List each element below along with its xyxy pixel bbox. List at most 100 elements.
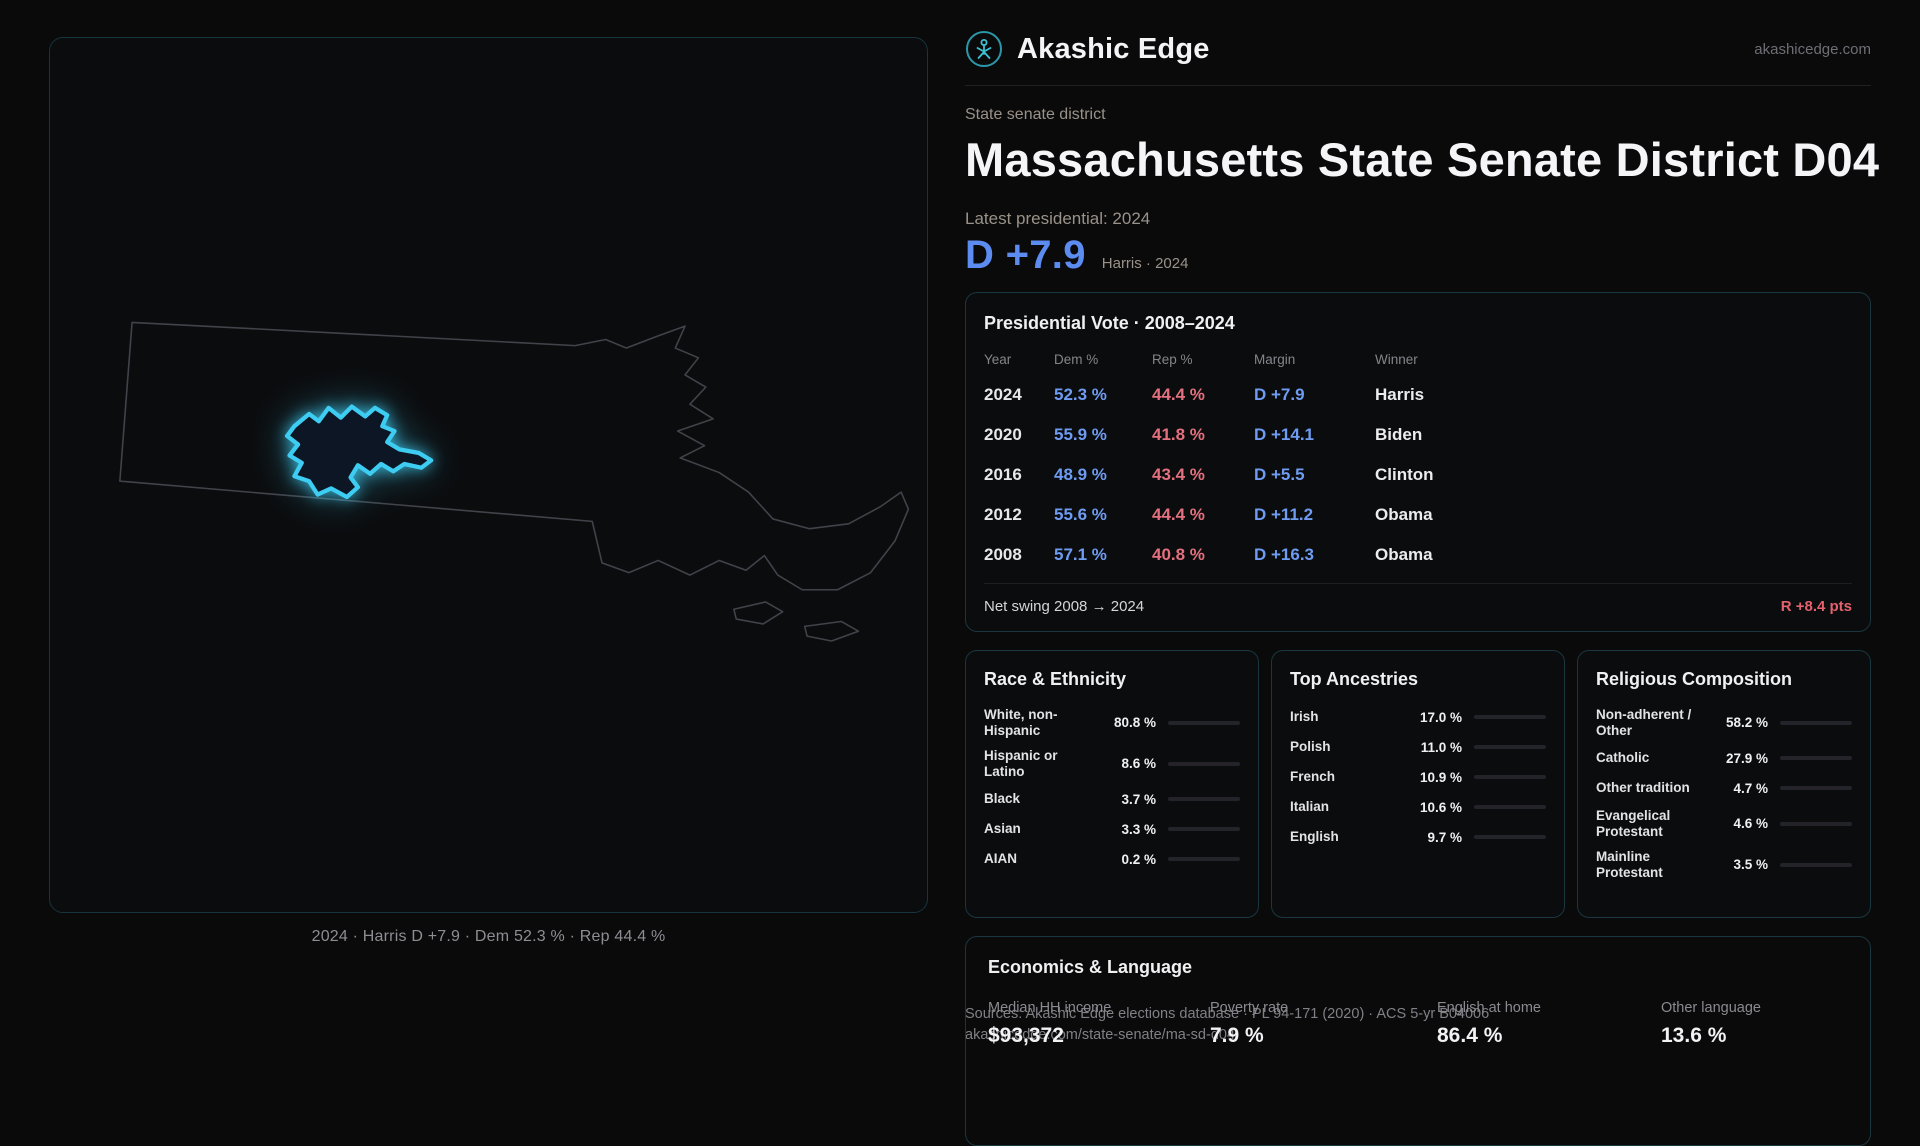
brand-domain-link[interactable]: akashicedge.com <box>1754 40 1871 58</box>
economics-language-card: Economics & Language Median HH income $9… <box>965 936 1871 1146</box>
detail-panel: Akashic Edge akashicedge.com State senat… <box>965 0 1880 1146</box>
item-bar <box>1474 715 1546 719</box>
item-label: White, non-Hispanic <box>984 707 1058 738</box>
item-bar <box>1780 821 1852 826</box>
list-item: White, non-Hispanic 80.8 % <box>984 702 1240 743</box>
item-bar <box>1780 756 1852 761</box>
island-outline <box>733 601 784 625</box>
dem-cell: 55.9 % <box>1054 425 1107 444</box>
item-label: Irish <box>1290 709 1319 725</box>
headline-margin-row: D +7.9 Harris · 2024 <box>965 233 1871 278</box>
economics-stats-row: Median HH income $93,372 Poverty rate 7.… <box>988 1000 1848 1048</box>
item-label: Non-adherent / Other <box>1596 707 1692 738</box>
stat-english-at-home: English at home 86.4 % <box>1437 1000 1661 1048</box>
item-bar <box>1168 857 1240 862</box>
year-cell: 2012 <box>984 505 1022 524</box>
stat-value: 86.4 % <box>1437 1024 1503 1047</box>
table-row: 2024 52.3 % 44.4 % D +7.9 Harris <box>984 375 1852 415</box>
item-value: 58.2 % <box>1725 715 1768 731</box>
col-margin: Margin <box>1254 352 1296 367</box>
religious-composition-card: Religious Composition Non-adherent / Oth… <box>1577 650 1871 918</box>
list-item: Mainline Protestant 3.5 % <box>1596 844 1852 885</box>
stat-value: 7.9 % <box>1210 1024 1264 1047</box>
item-label: AIAN <box>984 851 1017 867</box>
rep-cell: 44.4 % <box>1152 385 1205 404</box>
sources-url: akashicedge.com/state-senate/ma-sd-d04 <box>965 1027 1236 1043</box>
district-map-panel <box>49 37 928 913</box>
winner-cell: Harris <box>1375 385 1425 404</box>
net-swing-value: R +8.4 pts <box>1780 598 1852 615</box>
ancestries-card-title: Top Ancestries <box>1290 669 1419 689</box>
year-cell: 2024 <box>984 385 1022 404</box>
rep-cell: 43.4 % <box>1152 465 1205 484</box>
item-value: 4.6 % <box>1733 816 1768 832</box>
massachusetts-map <box>119 321 910 642</box>
item-value: 27.9 % <box>1725 750 1768 766</box>
race-ethnicity-card: Race & Ethnicity White, non-Hispanic 80.… <box>965 650 1259 918</box>
item-label: Hispanic or Latino <box>984 748 1058 779</box>
margin-cell: D +16.3 <box>1254 545 1315 564</box>
item-bar <box>1168 827 1240 832</box>
list-item: Catholic 27.9 % <box>1596 743 1852 773</box>
ancestries-list: Irish 17.0 % Polish 11.0 % French 10.9 %… <box>1290 702 1546 852</box>
item-value: 80.8 % <box>1113 715 1156 731</box>
stat-median-income: Median HH income $93,372 <box>988 1000 1210 1048</box>
net-swing-label: Net swing 2008 → 2024 <box>984 598 1145 615</box>
item-value: 11.0 % <box>1420 739 1462 755</box>
map-caption: 2024 · Harris D +7.9 · Dem 52.3 % · Rep … <box>311 928 666 945</box>
presidential-table: Year Dem % Rep % Margin Winner 2024 52.3… <box>984 348 1852 575</box>
demographics-row: Race & Ethnicity White, non-Hispanic 80.… <box>965 650 1871 918</box>
item-bar <box>1168 797 1240 802</box>
stat-poverty-rate: Poverty rate 7.9 % <box>1210 1000 1437 1048</box>
page-title: Massachusetts State Senate District D04 <box>965 133 1880 186</box>
item-bar <box>1168 761 1240 766</box>
margin-cell: D +14.1 <box>1254 425 1315 444</box>
item-bar <box>1168 720 1240 725</box>
latest-presidential-label: Latest presidential: 2024 <box>965 209 1151 228</box>
col-winner: Winner <box>1375 352 1418 367</box>
item-label: Evangelical Protestant <box>1596 808 1671 839</box>
item-bar <box>1474 745 1546 749</box>
economics-card-title: Economics & Language <box>988 957 1193 977</box>
list-item: Black 3.7 % <box>984 784 1240 814</box>
item-bar <box>1474 775 1546 779</box>
list-item: Asian 3.3 % <box>984 814 1240 844</box>
akashic-edge-logo-icon <box>966 31 1002 67</box>
table-row: 2016 48.9 % 43.4 % D +5.5 Clinton <box>984 455 1852 495</box>
item-bar <box>1474 835 1546 839</box>
dem-cell: 57.1 % <box>1054 545 1107 564</box>
list-item: Evangelical Protestant 4.6 % <box>1596 803 1852 844</box>
presidential-vote-card: Presidential Vote · 2008–2024 Year Dem %… <box>965 292 1871 632</box>
race-list: White, non-Hispanic 80.8 % Hispanic or L… <box>984 702 1240 874</box>
col-rep: Rep % <box>1152 352 1193 367</box>
island-outline <box>803 620 860 642</box>
app-header: Akashic Edge akashicedge.com <box>965 0 1871 86</box>
sources-line: Sources: Akashic Edge elections database… <box>965 1006 1490 1022</box>
item-value: 0.2 % <box>1121 851 1156 867</box>
rep-cell: 40.8 % <box>1152 545 1205 564</box>
item-label: Polish <box>1290 739 1331 755</box>
winner-cell: Obama <box>1375 545 1433 564</box>
margin-cell: D +5.5 <box>1254 465 1305 484</box>
race-card-title: Race & Ethnicity <box>984 669 1127 689</box>
item-value: 10.6 % <box>1419 799 1462 815</box>
list-item: Polish 11.0 % <box>1290 732 1546 762</box>
rep-cell: 41.8 % <box>1152 425 1205 444</box>
item-value: 10.9 % <box>1419 769 1462 785</box>
item-label: Mainline Protestant <box>1596 849 1663 880</box>
table-row: 2008 57.1 % 40.8 % D +16.3 Obama <box>984 535 1852 575</box>
item-label: Asian <box>984 821 1021 837</box>
item-label: French <box>1290 769 1336 785</box>
list-item: AIAN 0.2 % <box>984 844 1240 874</box>
item-value: 3.5 % <box>1733 857 1768 873</box>
list-item: Non-adherent / Other 58.2 % <box>1596 702 1852 743</box>
highlighted-district-shape[interactable] <box>284 404 434 500</box>
year-cell: 2016 <box>984 465 1022 484</box>
margin-cell: D +11.2 <box>1254 505 1314 524</box>
item-bar <box>1780 786 1852 791</box>
district-kicker: State senate district <box>965 106 1106 123</box>
item-value: 3.3 % <box>1121 821 1156 837</box>
list-item: Italian 10.6 % <box>1290 792 1546 822</box>
stat-label: English at home <box>1437 1000 1541 1016</box>
item-label: Italian <box>1290 799 1330 815</box>
